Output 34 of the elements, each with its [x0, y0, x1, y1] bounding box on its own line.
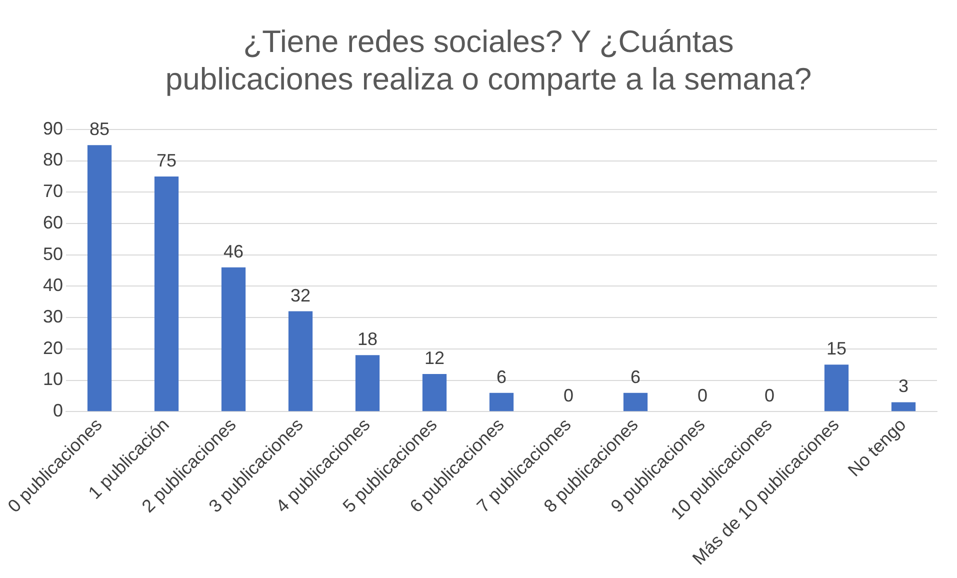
bar [489, 392, 514, 412]
chart-title: ¿Tiene redes sociales? Y ¿Cuántas publicaciones realiza o comparte a la semana? [165, 24, 812, 96]
data-label: 0 [764, 386, 775, 406]
data-label: 6 [496, 366, 507, 387]
data-label: 12 [424, 348, 445, 368]
y-tick-label: 50 [42, 244, 64, 264]
bar [154, 176, 179, 412]
y-tick-label: 40 [42, 275, 64, 296]
y-tick-label: 90 [42, 118, 64, 138]
data-label: 0 [698, 386, 708, 406]
bar [623, 392, 648, 412]
data-label: 85 [90, 119, 110, 140]
bar [891, 402, 916, 412]
bar [824, 364, 849, 412]
data-label: 46 [224, 241, 244, 262]
y-tick-label: 20 [42, 338, 64, 358]
data-label: 75 [156, 150, 177, 170]
data-label: 15 [826, 338, 847, 359]
data-label: 3 [898, 376, 909, 396]
y-tick-label: 10 [42, 369, 64, 390]
data-label: 6 [630, 366, 641, 387]
bar [288, 311, 313, 412]
y-tick-label: 30 [42, 306, 64, 327]
y-tick-label: 0 [53, 400, 64, 421]
bar [355, 355, 380, 412]
bar [87, 145, 112, 412]
y-tick-label: 80 [42, 150, 64, 170]
data-label: 18 [358, 329, 378, 350]
bar [422, 374, 447, 412]
data-label: 32 [290, 285, 311, 306]
y-tick-label: 70 [42, 181, 64, 202]
data-label: 0 [564, 386, 574, 406]
bar [221, 267, 246, 412]
y-tick-label: 60 [42, 212, 64, 232]
